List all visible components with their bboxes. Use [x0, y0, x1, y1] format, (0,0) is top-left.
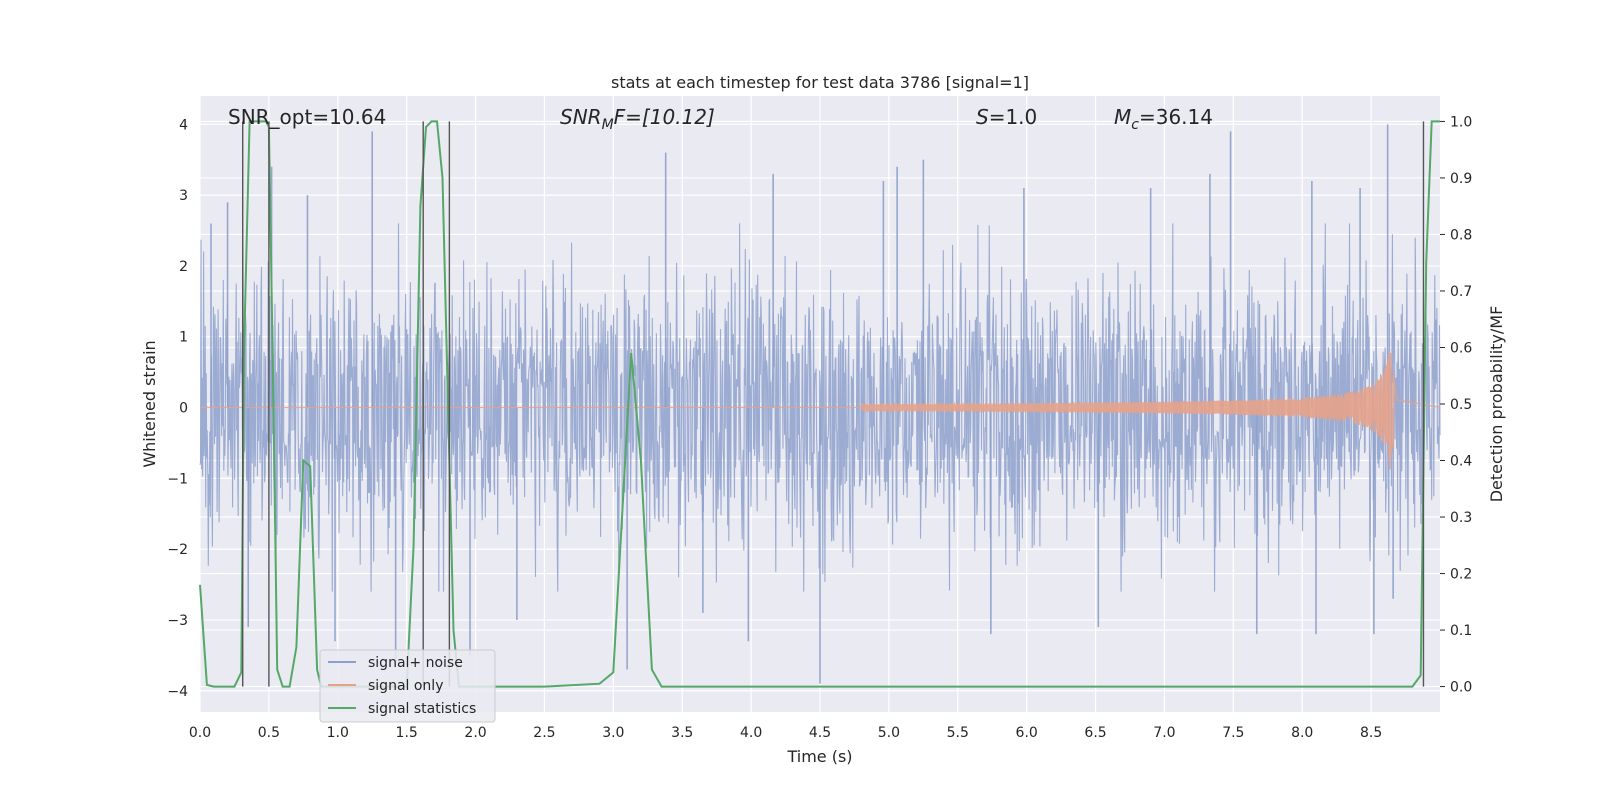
x-tick-label: 7.0 [1153, 725, 1175, 741]
annotation-snr-mf-value: F=[10.12] [614, 105, 715, 129]
legend-box [319, 649, 496, 723]
x-tick-label: 3.5 [671, 725, 693, 741]
x-tick-label: 4.5 [809, 725, 831, 741]
y2-axis-label: Detection probability/MF [1487, 306, 1506, 503]
legend: signal+ noise signal only signal statist… [319, 649, 496, 723]
x-tick-label: 2.5 [533, 725, 555, 741]
annotation-snr-mf-symbol: SNR [560, 105, 602, 129]
x-tick-label: 6.0 [1016, 725, 1038, 741]
annotation-mc-symbol: M [1114, 105, 1131, 129]
x-axis-label: Time (s) [786, 747, 852, 766]
x-tick-label: 5.5 [947, 725, 969, 741]
annotation-s-value: =1.0 [989, 105, 1038, 129]
y-tick-label: 2 [179, 259, 188, 275]
x-tick-label: 6.5 [1084, 725, 1106, 741]
x-tick-label: 4.0 [740, 725, 762, 741]
y2-tick-label: 0.1 [1450, 623, 1472, 639]
annotation-mc: Mc=36.14 [1114, 105, 1213, 133]
annotation-s-symbol: S [976, 105, 989, 129]
series-signal-noise-line [199, 223, 1441, 592]
annotation-snr-mf: SNRMF=[10.12] [560, 105, 715, 133]
y2-tick-label: 0.9 [1450, 171, 1472, 187]
legend-label-signal: signal only [368, 678, 443, 694]
x-tick-label: 5.0 [878, 725, 900, 741]
x-tick-label: 8.0 [1291, 725, 1313, 741]
y2-tick-label: 0.8 [1450, 227, 1472, 243]
y2-tick-label: 1.0 [1450, 114, 1472, 130]
annotation-mc-subscript: c [1131, 117, 1139, 133]
vertical-markers [242, 121, 1425, 687]
y2-tick-label: 0.4 [1450, 454, 1472, 470]
chart-title: stats at each timestep for test data 378… [611, 73, 1029, 92]
y-ticks: −4 −3 −2 −1 0 1 2 3 4 [167, 117, 188, 699]
y-tick-label: 3 [179, 188, 188, 204]
series-layer [199, 120, 1441, 688]
y2-tick-label: 0.0 [1450, 680, 1472, 696]
annotation-snr-opt: SNR_opt=10.64 [228, 105, 386, 129]
y-axis-label: Whitened strain [140, 340, 159, 467]
y-tick-label: 4 [179, 117, 188, 133]
y2-tick-label: 0.7 [1450, 284, 1472, 300]
annotation-mc-value: =36.14 [1139, 105, 1213, 129]
x-tick-label: 0.5 [258, 725, 280, 741]
y-tick-label: −3 [167, 613, 188, 629]
y2-tick-label: 0.3 [1450, 510, 1472, 526]
x-tick-label: 1.0 [327, 725, 349, 741]
x-tick-label: 8.5 [1360, 725, 1382, 741]
y-tick-label: −2 [167, 542, 188, 558]
annotation-snr-mf-subscript: M [602, 117, 614, 133]
x-tick-label: 3.0 [602, 725, 624, 741]
y2-tick-label: 0.2 [1450, 567, 1472, 583]
y2-tick-label: 0.6 [1450, 340, 1472, 356]
x-tick-label: 0.0 [189, 725, 211, 741]
x-tick-label: 7.5 [1222, 725, 1244, 741]
annotation-s: S=1.0 [976, 105, 1037, 129]
x-ticks: 0.0 0.5 1.0 1.5 2.0 2.5 3.0 3.5 4.0 4.5 5.0 5.5 6.0 6… [189, 725, 1382, 741]
legend-label-noise: signal+ noise [368, 655, 463, 671]
y2-tick-label: 0.5 [1450, 397, 1472, 413]
x-tick-label: 2.0 [464, 725, 486, 741]
y-tick-label: −4 [167, 684, 188, 700]
y-tick-label: 0 [179, 401, 188, 417]
y-tick-label: 1 [179, 330, 188, 346]
y2-ticks: 0.0 0.1 0.2 0.3 0.4 0.5 0.6 0.7 0.8 0.9 1.0 [1440, 114, 1472, 696]
y-tick-label: −1 [167, 471, 188, 487]
legend-label-statistics: signal statistics [368, 701, 476, 717]
series-signal-only-line [200, 351, 1441, 470]
x-tick-label: 1.5 [396, 725, 418, 741]
